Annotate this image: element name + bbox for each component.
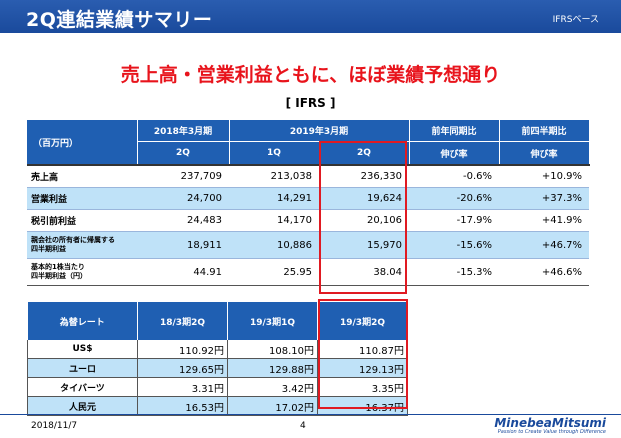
table-cell: 129.65円 (137, 358, 228, 378)
row-label: 親会社の所有者に帰属する 四半期利益 (27, 231, 137, 259)
table-row-pretax-income: 税引前利益 24,483 14,170 20,106 -17.9% +41.9% (27, 209, 589, 232)
fx-row-euro: ユーロ 129.65円 129.88円 129.13円 (27, 358, 408, 378)
row-label-line2: 四半期利益 (31, 245, 66, 253)
subheader-fy2018-2q: 2Q (137, 141, 230, 166)
table-cell: 129.13円 (317, 358, 408, 378)
ifrs-label: [ IFRS ] (285, 96, 336, 110)
subheader-fy2019-1q: 1Q (229, 141, 320, 166)
row-label-line1: 基本的1株当たり (31, 263, 85, 271)
slide-title: 2Q連結業績サマリー (26, 9, 213, 31)
row-label: 基本的1株当たり 四半期利益（円） (27, 258, 137, 286)
table-cell: +46.6% (499, 258, 589, 286)
fx-header-fy2019-1q: 19/3期1Q (227, 302, 318, 340)
table-cell: -0.6% (409, 164, 499, 188)
yoy-header: 前年同期比 (409, 120, 500, 142)
table-row-operating-income: 営業利益 24,700 14,291 19,624 -20.6% +37.3% (27, 187, 589, 210)
fx-header-fy2018-2q: 18/3期2Q (137, 302, 228, 340)
table-cell: 44.91 (137, 258, 229, 286)
fx-currency-label: 人民元 (27, 396, 138, 416)
fx-header-row: 為替レート 18/3期2Q 19/3期1Q 19/3期2Q (27, 302, 408, 340)
footer-divider (0, 414, 621, 415)
table-cell: -15.6% (409, 231, 499, 259)
table-cell: 108.10円 (227, 340, 318, 359)
subheader-qoq-growth: 伸び率 (499, 141, 590, 166)
fx-currency-label: タイバーツ (27, 377, 138, 397)
table-cell: 18,911 (137, 231, 229, 259)
table-cell: +37.3% (499, 187, 589, 210)
company-logo: MinebeaMitsumi Passion to Create Value t… (494, 416, 606, 435)
table-cell: 24,483 (137, 209, 229, 232)
table-cell: 237,709 (137, 164, 229, 188)
fx-currency-label: ユーロ (27, 358, 138, 378)
qoq-header: 前四半期比 (499, 120, 590, 142)
title-bar: 2Q連結業績サマリー IFRSベース (0, 0, 621, 33)
table-cell: +41.9% (499, 209, 589, 232)
table-cell: -20.6% (409, 187, 499, 210)
table-header-row: （百万円） 2018年3月期 2019年3月期 前年同期比 前四半期比 (27, 120, 590, 166)
exchange-rate-table: 為替レート 18/3期2Q 19/3期1Q 19/3期2Q US$ 110.92… (27, 302, 408, 416)
period-header-fy2018: 2018年3月期 (137, 120, 230, 142)
table-cell: 19,624 (319, 187, 409, 210)
table-cell: 25.95 (229, 258, 319, 286)
fx-row-thb: タイバーツ 3.31円 3.42円 3.35円 (27, 377, 408, 397)
table-cell: 3.42円 (227, 377, 318, 397)
logo-wordmark: MinebeaMitsumi (494, 416, 606, 430)
table-cell: 15,970 (319, 231, 409, 259)
fx-row-usd: US$ 110.92円 108.10円 110.87円 (27, 340, 408, 359)
fx-header-fy2019-2q: 19/3期2Q (317, 302, 408, 340)
slide-headline: 売上高・営業利益ともに、ほぼ業績予想通り (120, 64, 501, 86)
table-cell: -15.3% (409, 258, 499, 286)
page-number: 4 (300, 421, 306, 431)
row-label-line2: 四半期利益（円） (31, 272, 87, 280)
footer-date: 2018/11/7 (31, 421, 78, 431)
table-cell: 110.87円 (317, 340, 408, 359)
unit-header: （百万円） (27, 120, 138, 166)
table-row-net-sales: 売上高 237,709 213,038 236,330 -0.6% +10.9% (27, 164, 589, 188)
table-cell: 236,330 (319, 164, 409, 188)
logo-tagline: Passion to Create Value through Differen… (497, 429, 606, 435)
table-cell: 24,700 (137, 187, 229, 210)
table-cell: 3.35円 (317, 377, 408, 397)
table-row-net-income: 親会社の所有者に帰属する 四半期利益 18,911 10,886 15,970 -… (27, 231, 589, 259)
table-cell: 16.53円 (137, 396, 228, 416)
table-cell: 14,170 (229, 209, 319, 232)
table-cell: 110.92円 (137, 340, 228, 359)
table-cell: 3.31円 (137, 377, 228, 397)
table-cell: 10,886 (229, 231, 319, 259)
row-label-line1: 親会社の所有者に帰属する (31, 236, 115, 244)
row-label: 営業利益 (27, 187, 137, 210)
table-subheader-row: 2Q 1Q 2Q 伸び率 伸び率 (27, 141, 590, 166)
table-cell: 16.37円 (317, 396, 408, 416)
row-label: 売上高 (27, 164, 137, 188)
subheader-yoy-growth: 伸び率 (409, 141, 500, 166)
table-cell: 213,038 (229, 164, 319, 188)
accounting-standard-note: IFRSベース (552, 15, 599, 25)
table-cell: +10.9% (499, 164, 589, 188)
fx-currency-label: US$ (27, 340, 138, 359)
table-cell: 38.04 (319, 258, 409, 286)
table-cell: 20,106 (319, 209, 409, 232)
subheader-fy2019-2q: 2Q (319, 141, 410, 166)
table-cell: 14,291 (229, 187, 319, 210)
fx-row-cny: 人民元 16.53円 17.02円 16.37円 (27, 396, 408, 416)
table-cell: +46.7% (499, 231, 589, 259)
results-table: （百万円） 2018年3月期 2019年3月期 前年同期比 前四半期比 2Q 1… (27, 120, 590, 286)
table-cell: 129.88円 (227, 358, 318, 378)
row-label: 税引前利益 (27, 209, 137, 232)
table-row-eps: 基本的1株当たり 四半期利益（円） 44.91 25.95 38.04 -15.3… (27, 258, 589, 286)
period-header-fy2019: 2019年3月期 (229, 120, 410, 142)
table-cell: -17.9% (409, 209, 499, 232)
fx-header-label: 為替レート (27, 302, 138, 340)
table-cell: 17.02円 (227, 396, 318, 416)
